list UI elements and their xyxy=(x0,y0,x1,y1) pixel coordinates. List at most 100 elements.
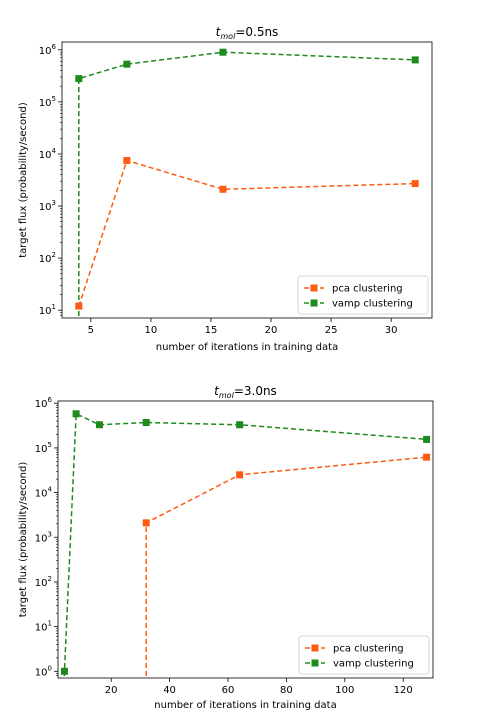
y-tick-label: 101 xyxy=(35,620,52,634)
x-tick-label: 10 xyxy=(145,325,158,336)
data-point-pca xyxy=(142,519,150,527)
series-line-pca xyxy=(145,456,427,678)
y-axis-label: target flux (probability/second) xyxy=(18,462,29,618)
y-tick-base: 10 xyxy=(39,98,52,109)
data-point-vamp xyxy=(423,435,431,443)
x-tick-label: 120 xyxy=(394,685,413,696)
data-point-vamp xyxy=(411,56,419,64)
x-tick-label: 20 xyxy=(265,325,278,336)
axes-frame xyxy=(61,41,433,319)
y-tick-exponent: 1 xyxy=(52,303,56,311)
x-tick-label: 40 xyxy=(163,685,176,696)
data-point-vamp xyxy=(72,410,80,418)
data-point-pca xyxy=(423,453,431,461)
y-tick-exponent: 1 xyxy=(48,620,52,628)
y-tick-exponent: 6 xyxy=(52,43,57,51)
legend-box xyxy=(297,275,429,315)
legend: pca clustering vamp clustering xyxy=(297,275,429,315)
data-point-vamp xyxy=(123,60,131,68)
chart-title: tmol=3.0ns xyxy=(214,384,277,400)
y-tick-base: 10 xyxy=(35,489,48,500)
y-tick-base: 10 xyxy=(35,667,48,678)
y-tick-exponent: 3 xyxy=(48,530,52,538)
y-tick-exponent: 2 xyxy=(52,251,56,259)
data-point-vamp xyxy=(60,667,68,675)
legend-marker-pca xyxy=(310,284,318,292)
data-point-pca xyxy=(411,180,419,188)
y-tick-base: 10 xyxy=(39,46,52,57)
legend-box xyxy=(298,635,430,675)
y-tick-base: 10 xyxy=(35,399,48,410)
y-tick-base: 10 xyxy=(39,150,52,161)
legend-label-vamp: vamp clustering xyxy=(332,299,413,310)
series-line-vamp xyxy=(78,51,416,318)
x-tick-label: 5 xyxy=(88,325,94,336)
y-tick-exponent: 4 xyxy=(52,147,57,155)
y-tick-base: 10 xyxy=(39,202,52,213)
x-tick-label: 30 xyxy=(385,325,398,336)
y-tick-exponent: 5 xyxy=(48,441,52,449)
legend-marker-pca xyxy=(311,644,319,652)
y-tick-exponent: 3 xyxy=(52,199,56,207)
title-prefix: t xyxy=(214,384,220,398)
y-tick-label: 105 xyxy=(35,441,52,455)
y-tick-label: 102 xyxy=(35,575,52,589)
y-tick-label: 103 xyxy=(35,530,52,544)
y-tick-label: 105 xyxy=(39,95,56,109)
y-tick-base: 10 xyxy=(35,444,48,455)
data-point-vamp xyxy=(75,75,83,83)
y-tick-label: 104 xyxy=(39,147,57,161)
legend-marker-vamp xyxy=(310,299,318,307)
data-point-pca xyxy=(75,302,83,310)
y-tick-exponent: 0 xyxy=(48,664,52,672)
y-tick-label: 106 xyxy=(35,396,53,410)
x-axis-label: number of iterations in training data xyxy=(154,700,336,711)
x-tick-label: 25 xyxy=(325,325,338,336)
legend-marker-vamp xyxy=(311,659,319,667)
title-suffix: =3.0ns xyxy=(234,384,277,398)
data-point-pca xyxy=(219,185,227,193)
x-tick-label: 80 xyxy=(280,685,293,696)
x-tick-label: 15 xyxy=(205,325,218,336)
title-subscript: mol xyxy=(219,391,235,400)
y-tick-exponent: 6 xyxy=(48,396,53,404)
title-suffix: =0.5ns xyxy=(235,25,278,39)
x-tick-label: 100 xyxy=(335,685,354,696)
y-tick-exponent: 2 xyxy=(48,575,52,583)
y-tick-base: 10 xyxy=(39,306,52,317)
series-line-pca xyxy=(78,159,416,307)
y-tick-label: 101 xyxy=(39,303,56,317)
series-group xyxy=(78,51,416,318)
legend-label-vamp: vamp clustering xyxy=(333,659,414,670)
legend-label-pca: pca clustering xyxy=(332,284,403,295)
title-subscript: mol xyxy=(220,32,236,41)
chart-title: tmol=0.5ns xyxy=(216,25,279,41)
y-tick-exponent: 4 xyxy=(48,486,53,494)
data-point-vamp xyxy=(95,421,103,429)
y-axis-label: target flux (probability/second) xyxy=(18,102,29,258)
y-tick-label: 104 xyxy=(35,486,53,500)
title-prefix: t xyxy=(216,25,222,39)
y-tick-label: 102 xyxy=(39,251,56,265)
y-tick-base: 10 xyxy=(39,254,52,265)
data-point-vamp xyxy=(142,419,150,427)
data-point-vamp xyxy=(236,421,244,429)
x-axis-label: number of iterations in training data xyxy=(156,342,338,353)
legend-label-pca: pca clustering xyxy=(333,644,404,655)
y-tick-label: 103 xyxy=(39,199,56,213)
y-tick-label: 100 xyxy=(35,664,52,678)
data-point-vamp xyxy=(219,48,227,56)
y-tick-base: 10 xyxy=(35,623,48,634)
y-tick-label: 106 xyxy=(39,43,57,57)
y-tick-base: 10 xyxy=(35,533,48,544)
x-tick-label: 20 xyxy=(105,685,118,696)
data-point-pca xyxy=(236,471,244,479)
legend: pca clustering vamp clustering xyxy=(298,635,430,675)
y-tick-exponent: 5 xyxy=(52,95,56,103)
y-tick-base: 10 xyxy=(35,578,48,589)
data-point-pca xyxy=(123,156,131,164)
x-tick-label: 60 xyxy=(222,685,235,696)
